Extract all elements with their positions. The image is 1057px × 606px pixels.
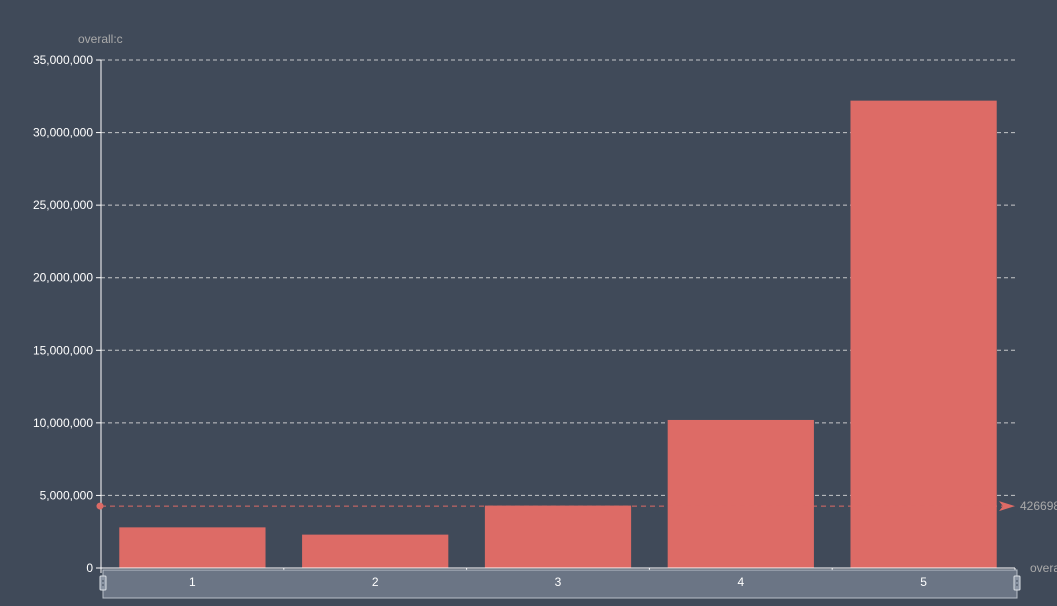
grid-lines [101,59,1015,496]
x-tick-label: 3 [555,575,562,589]
y-tick-label: 10,000,000 [33,416,93,430]
y-axis-tick-labels: 0 5,000,000 10,000,000 15,000,000 20,000,000… [33,53,101,575]
x-tick-label: 5 [920,575,927,589]
data-zoom-slider[interactable]: 1 2 3 4 5 [99,569,1021,599]
x-tick-label: 4 [737,575,744,589]
y-tick-label: 5,000,000 [40,488,94,502]
y-axis-name: overall:c [78,32,123,46]
y-tick-label: 0 [86,561,93,575]
y-tick-label: 25,000,000 [33,198,93,212]
zoom-handle-right[interactable] [1013,575,1021,591]
x-tick-label: 1 [189,575,196,589]
y-tick-label: 30,000,000 [33,126,93,140]
mark-line-arrow [999,501,1015,512]
x-axis-name: overa [1030,561,1057,575]
y-tick-label: 35,000,000 [33,53,93,67]
bar[interactable] [302,534,449,568]
bar[interactable] [484,505,632,568]
mark-line-start-dot [96,502,104,510]
y-tick-label: 15,000,000 [33,343,93,357]
bar[interactable] [119,527,266,568]
zoom-handle-left[interactable] [99,575,107,591]
bar[interactable] [850,100,997,568]
bars[interactable] [119,100,997,568]
mark-line-label: 426698 [1020,499,1057,513]
average-mark-line: 426698 [96,499,1057,513]
x-tick-label: 2 [372,575,379,589]
y-tick-label: 20,000,000 [33,271,93,285]
bar[interactable] [667,419,814,568]
